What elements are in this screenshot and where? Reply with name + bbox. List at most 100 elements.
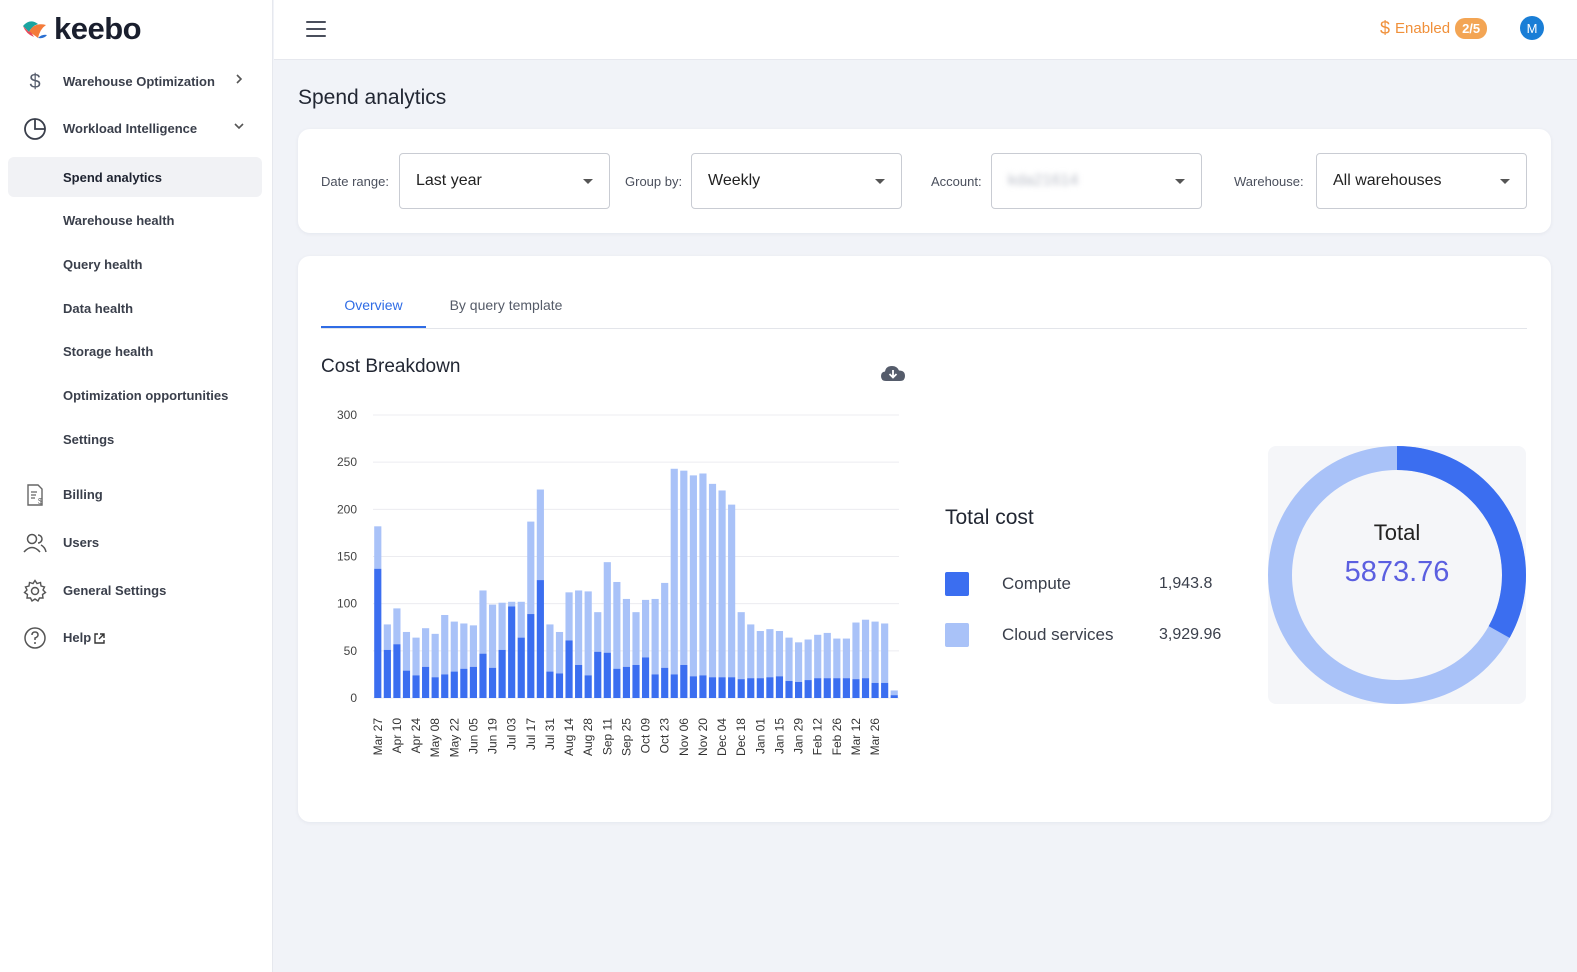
cloud-services-swatch — [945, 623, 969, 647]
bar-compute — [441, 674, 449, 698]
bar-cloud-services — [804, 639, 812, 681]
bar-cloud-services — [775, 631, 784, 677]
nav-warehouse-optimization[interactable]: $ Warehouse Optimization — [8, 61, 262, 101]
pie-chart-icon — [22, 116, 48, 142]
bar-cloud-services — [402, 631, 411, 671]
bar-cloud-services — [584, 591, 592, 676]
x-tick-label: Apr 24 — [409, 718, 423, 754]
y-tick-label: 100 — [337, 597, 357, 611]
bar-compute — [795, 681, 803, 698]
bar-compute — [814, 678, 822, 698]
nav-data-health[interactable]: Data health — [8, 288, 262, 328]
x-tick-label: Jul 31 — [543, 718, 557, 750]
bar-compute — [890, 695, 898, 698]
nav-spend-analytics[interactable]: Spend analytics — [8, 157, 262, 197]
bar-compute — [670, 674, 678, 698]
cost-breakdown-title: Cost Breakdown — [321, 356, 461, 377]
account-value: kda21614 — [1008, 172, 1079, 189]
bar-cloud-services — [823, 632, 831, 679]
chevron-down-icon — [234, 120, 244, 134]
dropdown-arrow-icon — [875, 179, 885, 184]
nav-workload-intelligence[interactable]: Workload Intelligence — [8, 108, 262, 148]
x-tick-label: Feb 26 — [830, 718, 844, 756]
logo-text: keebo — [54, 11, 142, 46]
keebo-logo[interactable]: keebo — [20, 11, 142, 46]
bar-compute — [651, 674, 659, 698]
menu-icon[interactable] — [306, 20, 328, 38]
bar-cloud-services — [488, 604, 497, 668]
account-select[interactable]: kda21614 — [991, 153, 1202, 209]
bar-cloud-services — [431, 633, 439, 678]
legend-compute: Compute 1,943.8 — [945, 572, 1212, 596]
bar-compute — [517, 637, 525, 698]
nav-settings[interactable]: Settings — [8, 419, 262, 459]
warehouse-select[interactable]: All warehouses — [1316, 153, 1527, 209]
nav-label: Help — [63, 629, 92, 645]
bar-compute — [527, 614, 535, 698]
keebo-logo-icon — [23, 21, 47, 39]
tab-label: Overview — [344, 297, 403, 313]
cloud-download-icon[interactable] — [880, 364, 906, 387]
bar-cloud-services — [479, 590, 487, 654]
cloud-services-label: Cloud services — [1002, 625, 1114, 644]
tab-overview[interactable]: Overview — [321, 286, 426, 328]
bar-compute — [833, 678, 841, 698]
bar-cloud-services — [814, 634, 822, 679]
dropdown-arrow-icon — [1500, 179, 1510, 184]
y-tick-label: 250 — [337, 455, 357, 469]
bar-compute — [536, 580, 544, 698]
nav-help[interactable]: Help — [8, 617, 262, 657]
nav-label: Warehouse health — [63, 212, 175, 228]
bar-cloud-services — [651, 598, 659, 675]
nav-users[interactable]: Users — [8, 522, 262, 562]
bar-compute — [431, 677, 439, 698]
bar-cloud-services — [374, 526, 382, 569]
donut-slice-compute — [1268, 446, 1526, 704]
x-tick-label: Mar 12 — [849, 718, 863, 756]
bar-compute — [747, 678, 755, 698]
bar-compute — [603, 652, 611, 698]
bar-cloud-services — [852, 622, 860, 680]
bar-compute — [699, 675, 707, 698]
group-by-select[interactable]: Weekly — [691, 153, 902, 209]
bar-compute — [661, 667, 669, 698]
bar-compute — [469, 666, 477, 698]
compute-value: 1,943.8 — [1159, 575, 1213, 592]
x-tick-label: Mar 26 — [868, 718, 882, 756]
bar-cloud-services — [641, 599, 650, 658]
nav-warehouse-health[interactable]: Warehouse health — [8, 200, 262, 240]
x-tick-label: Nov 06 — [677, 718, 691, 756]
bar-compute — [756, 678, 764, 698]
bar-compute — [460, 668, 468, 698]
bar-cloud-services — [498, 602, 506, 650]
nav-general-settings[interactable]: General Settings — [8, 570, 262, 610]
bar-cloud-services — [422, 628, 430, 667]
nav-query-health[interactable]: Query health — [8, 244, 262, 284]
enabled-status[interactable]: $ Enabled 2/5 — [1380, 16, 1488, 40]
x-tick-label: Feb 12 — [811, 718, 825, 756]
bar-cloud-services — [871, 621, 879, 683]
nav-label: General Settings — [63, 582, 167, 598]
dropdown-arrow-icon — [583, 179, 593, 184]
bar-cloud-services — [613, 581, 621, 669]
bar-cloud-services — [594, 612, 602, 652]
tab-by-query-template[interactable]: By query template — [438, 286, 574, 328]
nav-billing[interactable]: $ Billing — [8, 474, 262, 514]
bar-compute — [575, 664, 583, 698]
external-link-icon — [94, 631, 105, 649]
chevron-right-icon — [234, 73, 244, 87]
bar-cloud-services — [622, 598, 631, 667]
cost-breakdown-chart: 0 50 100 150 200 250 300 Mar 27 Apr 10 Apr 24 May … — [337, 408, 899, 757]
x-tick-label: Sep 25 — [619, 718, 633, 756]
bar-cloud-services — [565, 592, 573, 641]
x-tick-label: Oct 23 — [658, 718, 672, 754]
bar-cloud-services — [699, 473, 707, 676]
user-avatar[interactable]: M — [1520, 16, 1544, 40]
bar-cloud-services — [861, 619, 870, 679]
date-range-select[interactable]: Last year — [399, 153, 610, 209]
nav-storage-health[interactable]: Storage health — [8, 331, 262, 371]
bar-compute — [383, 649, 391, 698]
bar-compute — [450, 671, 458, 698]
bar-cloud-services — [469, 625, 477, 667]
nav-optimization-opportunities[interactable]: Optimization opportunities — [8, 375, 262, 415]
